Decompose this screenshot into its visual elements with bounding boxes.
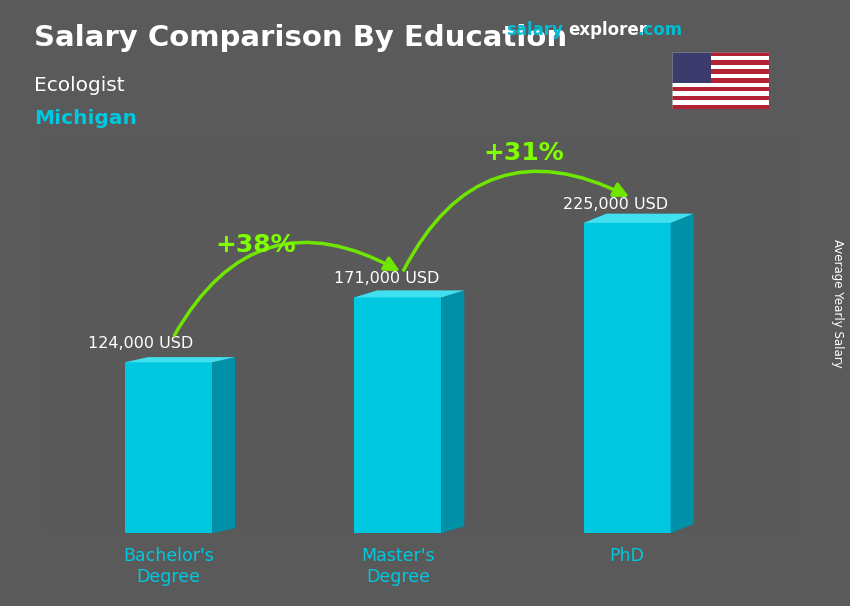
Text: +38%: +38% — [215, 233, 296, 257]
Bar — [672, 56, 769, 61]
Bar — [672, 78, 769, 82]
Bar — [672, 105, 769, 109]
Text: .com: .com — [638, 21, 683, 39]
Polygon shape — [354, 290, 464, 298]
Text: explorer: explorer — [568, 21, 647, 39]
Bar — [672, 61, 769, 65]
Polygon shape — [441, 290, 464, 533]
Text: 124,000 USD: 124,000 USD — [88, 336, 194, 351]
Text: Ecologist: Ecologist — [34, 76, 125, 95]
Polygon shape — [583, 214, 694, 223]
Polygon shape — [212, 357, 235, 533]
Polygon shape — [125, 357, 235, 362]
Text: 225,000 USD: 225,000 USD — [563, 197, 668, 212]
Bar — [672, 92, 769, 96]
Text: salary: salary — [506, 21, 563, 39]
Bar — [672, 52, 711, 82]
Bar — [672, 69, 769, 74]
Bar — [672, 65, 769, 69]
Bar — [672, 74, 769, 78]
Text: Michigan: Michigan — [34, 109, 137, 128]
Text: 171,000 USD: 171,000 USD — [334, 271, 439, 287]
Polygon shape — [354, 298, 441, 533]
Bar — [672, 87, 769, 92]
Bar — [672, 96, 769, 100]
Polygon shape — [125, 362, 212, 533]
Polygon shape — [671, 214, 694, 533]
Text: Salary Comparison By Education: Salary Comparison By Education — [34, 24, 567, 52]
Text: +31%: +31% — [484, 141, 564, 165]
Text: Average Yearly Salary: Average Yearly Salary — [830, 239, 844, 367]
Bar — [672, 52, 769, 56]
Polygon shape — [583, 223, 671, 533]
Bar — [672, 82, 769, 87]
Bar — [672, 100, 769, 105]
